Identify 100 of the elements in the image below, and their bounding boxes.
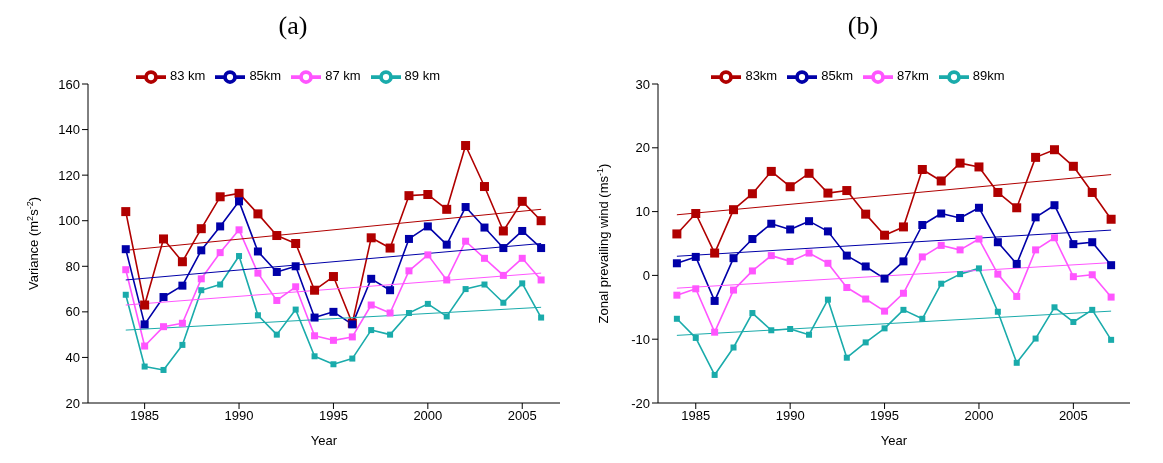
point — [730, 344, 737, 351]
point — [404, 191, 414, 201]
point — [387, 331, 394, 338]
point — [691, 252, 700, 261]
point — [1031, 213, 1040, 222]
point — [861, 209, 871, 219]
y-tick-label: 40 — [65, 350, 80, 366]
point — [311, 353, 318, 360]
x-axis-title: Year — [310, 433, 338, 448]
point — [1107, 293, 1115, 301]
point — [423, 190, 433, 200]
point — [824, 259, 832, 267]
point — [1068, 161, 1078, 171]
point — [500, 299, 507, 306]
point — [956, 213, 965, 222]
y-tick-label: 160 — [58, 76, 80, 92]
point — [918, 253, 926, 261]
point — [1088, 238, 1097, 247]
point — [938, 280, 945, 287]
point — [141, 363, 148, 370]
point — [367, 301, 375, 309]
point — [767, 219, 776, 228]
point — [710, 296, 719, 305]
point — [1088, 271, 1096, 279]
point — [310, 285, 320, 295]
point — [291, 239, 301, 248]
point — [349, 355, 356, 362]
legend-label: 89km — [972, 68, 1005, 84]
point — [479, 182, 489, 192]
point — [461, 203, 470, 212]
point — [423, 222, 432, 231]
y-tick-label: 10 — [635, 204, 650, 220]
point — [1032, 246, 1040, 254]
point — [519, 280, 526, 287]
point — [843, 284, 851, 292]
point — [292, 283, 300, 291]
point — [730, 286, 738, 294]
point — [217, 281, 224, 288]
point — [122, 291, 129, 298]
point — [1012, 203, 1022, 213]
legend-label: 87 km — [325, 68, 361, 84]
point — [937, 209, 946, 218]
point — [975, 265, 982, 272]
point — [1069, 273, 1077, 281]
point — [805, 249, 813, 257]
point — [253, 247, 262, 256]
point — [1050, 201, 1059, 210]
point — [1012, 259, 1021, 268]
point — [787, 325, 794, 332]
point — [955, 158, 965, 168]
point — [974, 162, 984, 172]
point — [366, 233, 376, 243]
point — [767, 252, 775, 260]
point — [178, 319, 186, 327]
point — [197, 275, 205, 283]
point — [179, 341, 186, 348]
point — [805, 217, 814, 226]
legend-label: 85km — [249, 68, 282, 84]
point — [329, 307, 338, 316]
point — [1070, 318, 1077, 325]
point — [862, 295, 870, 303]
y-tick-label: 20 — [65, 395, 80, 411]
legend-label: 89 km — [404, 68, 440, 84]
point — [1032, 335, 1039, 342]
point — [518, 226, 527, 235]
point — [672, 259, 681, 268]
point — [140, 300, 150, 310]
x-tick-label: 1985 — [130, 408, 160, 424]
point — [1013, 292, 1021, 300]
point — [993, 187, 1003, 197]
point — [499, 271, 507, 279]
point — [236, 253, 243, 260]
point — [443, 276, 451, 284]
point — [748, 235, 757, 244]
x-tick-label: 1990 — [224, 408, 254, 424]
x-tick-label: 1985 — [681, 408, 711, 424]
point — [404, 234, 413, 243]
point — [159, 234, 169, 244]
point — [937, 241, 945, 249]
point — [538, 314, 545, 321]
point — [1107, 261, 1116, 270]
point — [537, 244, 546, 253]
point — [442, 204, 452, 214]
point — [273, 296, 281, 304]
y-tick-label: 30 — [635, 76, 650, 92]
point — [862, 339, 869, 346]
point — [461, 141, 471, 151]
point — [122, 266, 130, 274]
point — [729, 205, 739, 215]
point — [823, 188, 833, 198]
point — [917, 164, 927, 174]
x-tick-label: 2005 — [1058, 408, 1088, 424]
y-tick-label: 0 — [642, 268, 650, 284]
point — [518, 254, 526, 262]
point — [517, 196, 527, 206]
point — [823, 227, 832, 236]
point — [710, 248, 720, 258]
point — [786, 257, 794, 265]
x-tick-label: 1990 — [775, 408, 805, 424]
point — [900, 306, 907, 313]
